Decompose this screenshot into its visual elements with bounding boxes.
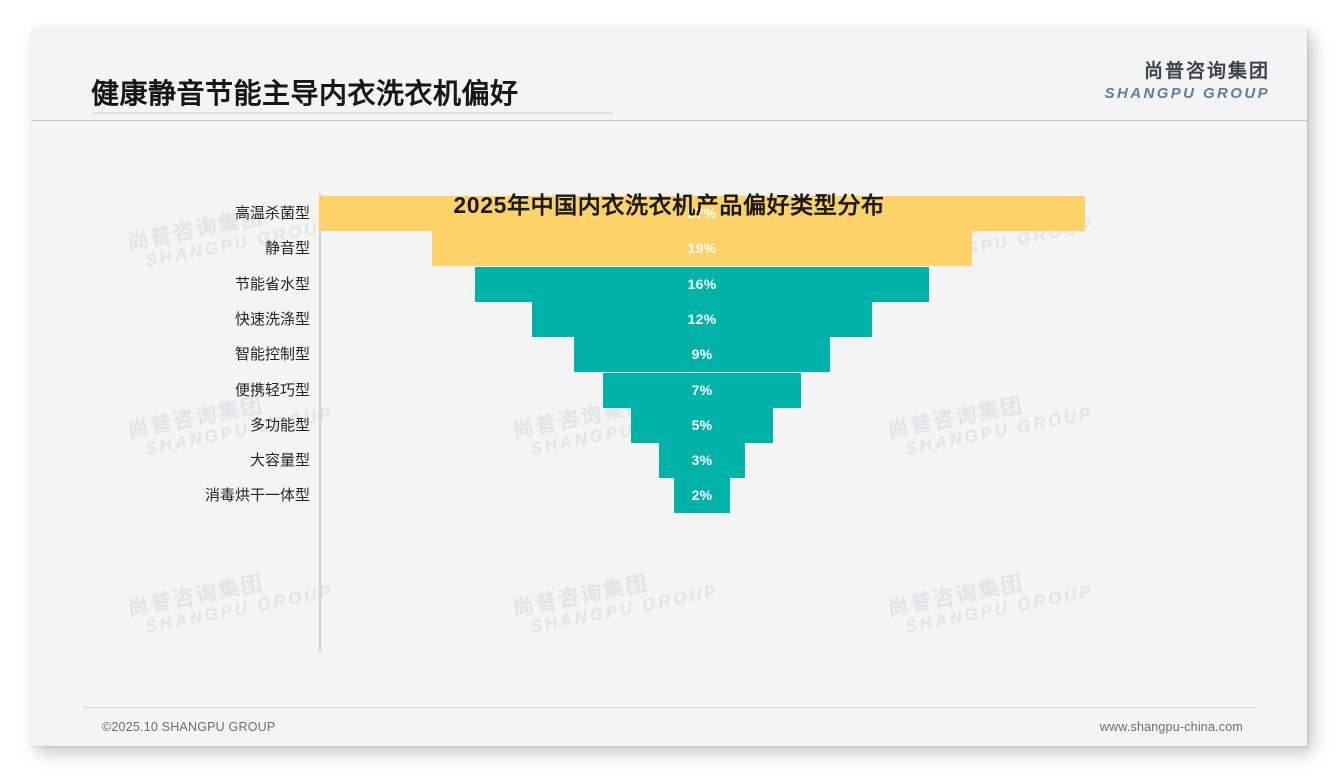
slide-page: 健康静音节能主导内衣洗衣机偏好 尚普咨询集团 SHANGPU GROUP 尚普咨… — [31, 28, 1307, 746]
funnel-bar[interactable]: 3% — [659, 443, 745, 479]
logo-chinese-text: 尚普咨询集团 — [1143, 61, 1270, 82]
funnel-bar[interactable]: 12% — [531, 301, 873, 337]
funnel-bar[interactable]: 2% — [673, 478, 731, 514]
logo-english-text: SHANGPU GROUP — [1104, 85, 1270, 102]
slide-footer: ©2025.10 SHANGPU GROUP www.shangpu-china… — [31, 708, 1307, 746]
copyright-text: ©2025.10 SHANGPU GROUP — [102, 720, 276, 734]
chart-row: 便携轻巧型 7% — [31, 372, 1307, 408]
category-label: 快速洗涤型 — [234, 310, 310, 328]
chart-row: 消毒烘干一体型 2% — [31, 478, 1307, 514]
category-label: 静音型 — [264, 240, 310, 258]
category-label: 多功能型 — [249, 416, 310, 434]
funnel-bar[interactable]: 9% — [574, 337, 830, 373]
category-label: 便携轻巧型 — [234, 381, 310, 399]
funnel-bar[interactable]: 27% — [319, 196, 1085, 231]
page-title: 健康静音节能主导内衣洗衣机偏好 — [91, 78, 519, 109]
category-label: 节能省水型 — [234, 275, 310, 293]
header-divider — [31, 120, 1307, 121]
chart-axis-line — [319, 194, 321, 651]
category-label: 高温杀菌型 — [234, 205, 310, 222]
chart-row: 节能省水型 16% — [31, 266, 1307, 302]
website-url[interactable]: www.shangpu-china.com — [1099, 720, 1243, 734]
chart-row: 大容量型 3% — [31, 443, 1307, 479]
brand-logo: 尚普咨询集团 SHANGPU GROUP — [1105, 62, 1270, 101]
category-label: 大容量型 — [249, 452, 310, 470]
chart-title: 2025年中国内衣洗衣机产品偏好类型分布 — [453, 192, 885, 218]
category-label: 消毒烘干一体型 — [204, 487, 310, 505]
chart-row: 快速洗涤型 12% — [31, 301, 1307, 337]
funnel-chart-plot: 高温杀菌型 27% 静音型 19% 节能省水型 16% 快速洗涤型 12% 智能控制型 9% 便携轻… — [31, 121, 1307, 691]
chart-row: 高温杀菌型 27% — [31, 196, 1307, 231]
funnel-bar[interactable]: 16% — [475, 266, 929, 302]
chart-row: 静音型 19% — [31, 231, 1307, 267]
chart-row: 智能控制型 9% — [31, 337, 1307, 373]
chart-row: 多功能型 5% — [31, 407, 1307, 443]
footer-divider — [83, 707, 1257, 708]
funnel-bar[interactable]: 5% — [631, 407, 773, 443]
slide-header: 健康静音节能主导内衣洗衣机偏好 尚普咨询集团 SHANGPU GROUP — [31, 28, 1307, 120]
funnel-bar[interactable]: 19% — [432, 231, 972, 267]
category-label: 智能控制型 — [234, 346, 310, 364]
title-underline — [93, 112, 613, 114]
funnel-bar[interactable]: 7% — [602, 372, 802, 408]
